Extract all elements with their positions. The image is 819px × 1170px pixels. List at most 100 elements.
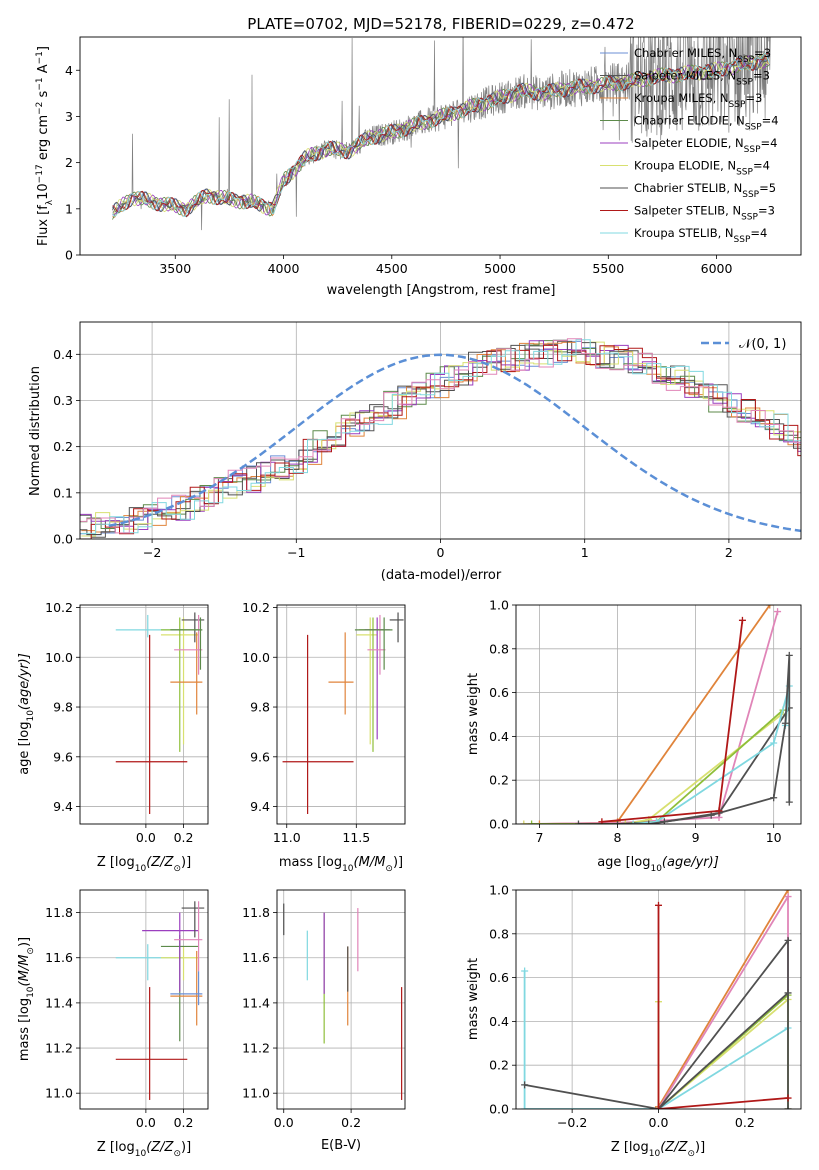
y-tick-label: 3	[65, 109, 73, 124]
x-tick-label: 0.0	[136, 1115, 156, 1130]
x-tick-label: 6000	[701, 261, 733, 276]
weight-point-marker	[521, 1105, 529, 1109]
y-tick-label: 0.0	[489, 1102, 509, 1117]
panel-mass_vs_Z: 0.0 0.211.011.211.411.611.8Z [log10(Z/Z⊙)…	[17, 889, 209, 1159]
y-axis-label-part: −17	[35, 164, 45, 183]
y-tick-label: 0.2	[53, 439, 73, 454]
y-axis-label-part: 10	[26, 710, 36, 722]
y-tick-label: 0.4	[53, 347, 73, 362]
x-axis-label-part: )]	[695, 1140, 705, 1155]
y-tick-label: 11.6	[45, 950, 73, 965]
y-axis-label-part: (M/M	[17, 955, 32, 987]
weight-point-marker	[766, 605, 774, 609]
x-axis-label: Z [log10(Z/Z⊙)]	[97, 855, 191, 874]
y-tick-label: 11.2	[45, 1041, 73, 1056]
legend-entry-part: Kroupa STELIB, N	[634, 226, 734, 240]
y-axis-label-part: mass [log	[17, 998, 32, 1061]
weight-point-marker	[770, 794, 778, 802]
legend-entry-part: Chabrier MILES, N	[634, 46, 737, 60]
x-tick-label: −0.2	[557, 1115, 587, 1130]
panel-age_vs_mass: 11.0 11.5 9.4 9.6 9.8 10.0 10.2 mass [log10(M/M…	[242, 600, 406, 874]
axes-frame	[276, 604, 406, 825]
legend-entry-part: =3	[745, 91, 762, 105]
weight-point-marker	[614, 820, 622, 824]
weight-line-7	[657, 905, 789, 1109]
histogram-kroupa_miles	[81, 341, 801, 533]
x-axis-label-part: ⊙	[385, 864, 393, 874]
panel-mass_vs_EBV: 0.0 0.2 11.0 11.2 11.4 11.6 11.8 E(B-V)	[242, 889, 406, 1153]
y-tick-label: 2	[65, 155, 73, 170]
weight-point-marker	[574, 820, 582, 824]
y-tick-label: 10.0	[242, 650, 270, 665]
legend-entry-part: =3	[754, 46, 771, 60]
y-axis-label-part: ]	[36, 46, 51, 51]
y-tick-label: 9.8	[250, 700, 270, 715]
y-tick-label: 1.0	[489, 598, 509, 613]
weight-line-5	[633, 685, 791, 824]
histogram-kroupa_stelib	[81, 339, 801, 534]
x-tick-label: 0.2	[341, 1115, 361, 1130]
weight-point-marker	[784, 1094, 792, 1102]
weight-point-marker	[774, 608, 782, 616]
y-tick-label: 0.1	[53, 485, 73, 500]
y-axis-label: Normed distribution	[28, 366, 43, 496]
axes-frame	[79, 604, 209, 825]
y-axis-label-part: (age/yr)]	[17, 653, 32, 710]
legend-entry-part: SSP	[742, 190, 759, 200]
y-tick-label: 0.4	[489, 729, 509, 744]
y-tick-label: 0.3	[53, 393, 73, 408]
y-tick-label: 10.2	[242, 600, 270, 615]
legend-entry-part: SSP	[734, 235, 751, 245]
y-axis-label-part: erg cm	[36, 115, 51, 164]
legend-entry-part: Salpeter STELIB, N	[634, 204, 741, 218]
x-tick-label: 4000	[268, 261, 300, 276]
gaussian-curve	[108, 353, 801, 533]
axes-frame	[79, 321, 802, 540]
x-tick-label: 0.0	[274, 1115, 294, 1130]
weight-point-marker	[521, 1081, 529, 1089]
y-axis-label: mass [log10(M/M⊙)]	[17, 937, 36, 1061]
y-axis-label-part: −2	[35, 102, 45, 115]
legend-entry-part: =4	[750, 226, 767, 240]
y-axis-label-part: A	[36, 64, 51, 77]
x-axis-label-part: 10	[342, 864, 354, 874]
weight-point-marker	[521, 967, 529, 975]
legend-entry: Chabrier ELODIE, NSSP=4	[634, 114, 779, 133]
y-axis-label-part: −1	[35, 51, 45, 64]
axes-frame	[79, 36, 802, 256]
x-axis-label-part: )]	[181, 1140, 191, 1155]
axes-frame	[79, 889, 209, 1110]
weight-point-marker	[784, 989, 792, 997]
histogram-pink	[80, 338, 801, 534]
y-tick-label: 9.4	[250, 799, 270, 814]
y-tick-label: 11.0	[242, 1086, 270, 1101]
y-tick-label: 0.8	[489, 926, 509, 941]
y-tick-label: 0.2	[489, 773, 509, 788]
histogram-salpeter_elodie	[80, 340, 801, 530]
legend-entry: Chabrier STELIB, NSSP=5	[634, 181, 776, 200]
x-axis-label-part: age [log	[597, 855, 650, 870]
x-tick-label: 5500	[592, 261, 624, 276]
x-tick-label: 0	[437, 545, 445, 560]
x-axis-label: (data-model)/error	[381, 568, 502, 583]
x-axis-label-part: (M/M	[354, 855, 386, 870]
weight-point-marker	[784, 1105, 792, 1109]
legend-entry-part: Kroupa ELODIE, N	[634, 159, 736, 173]
y-axis-label: mass weight	[466, 958, 481, 1040]
x-tick-label: 11.0	[273, 830, 301, 845]
plot-area	[80, 322, 801, 539]
x-tick-label: 4500	[376, 261, 408, 276]
y-axis-label-part: Flux [f	[36, 205, 51, 246]
plot-area	[112, 37, 771, 231]
x-axis-label-part: )]	[393, 855, 403, 870]
y-tick-label: 10.0	[45, 650, 73, 665]
y-axis-label: mass weight	[466, 673, 481, 755]
legend-entry-part: Kroupa MILES, N	[634, 91, 729, 105]
y-axis-label-part: ⊙	[26, 947, 36, 955]
x-axis-label-part: ⊙	[173, 1149, 181, 1159]
legend-entry-part: =4	[753, 159, 770, 173]
y-axis-label-part: )]	[17, 937, 32, 947]
y-axis-label: Flux [fλ10−17 erg cm−2 s−1 A−1]	[35, 46, 55, 246]
histogram-salpeter_stelib	[80, 344, 801, 539]
